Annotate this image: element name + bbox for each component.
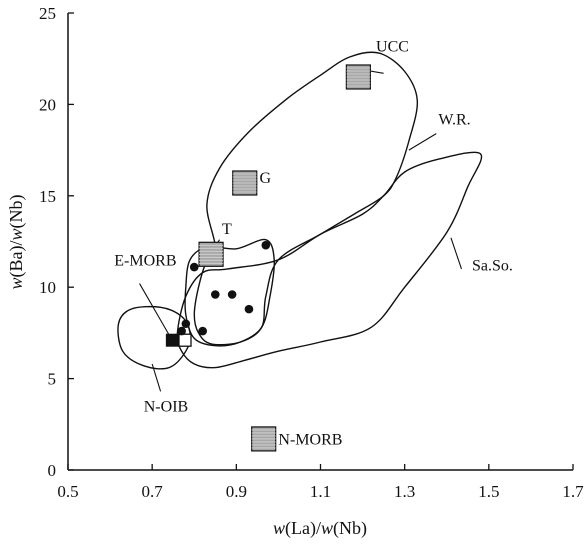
label-n-morb: N-MORB: [278, 431, 342, 448]
x-axis-title: w(La)/w(Nb): [273, 518, 367, 539]
x-tick-label: 1.1: [310, 482, 331, 501]
leader-line: [151, 363, 162, 392]
sample-point: [177, 326, 186, 336]
y-tick-label: 5: [48, 370, 57, 389]
marker-n-morb: [251, 426, 277, 452]
field-outline-w-r: [193, 51, 419, 346]
marker-g: [232, 170, 258, 196]
sample-point: [181, 319, 191, 329]
label-ucc: UCC: [376, 38, 409, 55]
sample-point: [198, 326, 207, 336]
y-tick-label: 20: [39, 95, 56, 114]
sample-point: [189, 262, 199, 272]
label-t: T: [222, 221, 232, 238]
x-tick-label: 1.5: [478, 482, 499, 501]
leader-line: [139, 283, 170, 336]
y-tick-label: 25: [39, 4, 56, 23]
label-e-morb: E-MORB: [114, 252, 176, 269]
field-outline-sa-so: [176, 151, 483, 369]
annotations-layer: UCC W.R. G T E-MORB Sa.So. N-OIB N-MORB: [114, 38, 513, 448]
marker-ucc: [345, 64, 371, 90]
marker-e-morb: [165, 333, 179, 347]
x-tick-label: 1.3: [394, 482, 415, 501]
field-outline-t-field: [184, 238, 276, 347]
marker-n-oib: [178, 333, 192, 347]
label-g: G: [259, 170, 271, 187]
marker-t: [198, 241, 224, 267]
y-tick-label: 0: [48, 461, 57, 480]
x-ticks: 0.5 0.7 0.9 1.1 1.3 1.5 1.7: [57, 464, 584, 501]
leader-line: [450, 237, 463, 270]
y-ticks: 0 5 10 15 20 25: [39, 4, 74, 480]
y-tick-label: 10: [39, 278, 56, 297]
sample-point: [244, 304, 254, 314]
sample-point: [227, 290, 237, 299]
y-axis-title: w(Ba)/w(Nb): [6, 194, 27, 289]
x-tick-label: 0.7: [142, 482, 164, 501]
leader-line: [408, 133, 437, 151]
sample-point: [210, 290, 220, 299]
markers-layer: [165, 64, 371, 452]
label-n-oib: N-OIB: [144, 399, 188, 416]
sample-point: [261, 240, 271, 250]
fields-layer: [117, 51, 483, 370]
label-sa-so: Sa.So.: [472, 258, 513, 275]
x-tick-label: 0.9: [226, 482, 247, 501]
label-w-r: W.R.: [438, 112, 470, 129]
x-tick-label: 0.5: [57, 482, 78, 501]
x-tick-label: 1.7: [562, 482, 584, 501]
y-tick-label: 15: [39, 187, 56, 206]
